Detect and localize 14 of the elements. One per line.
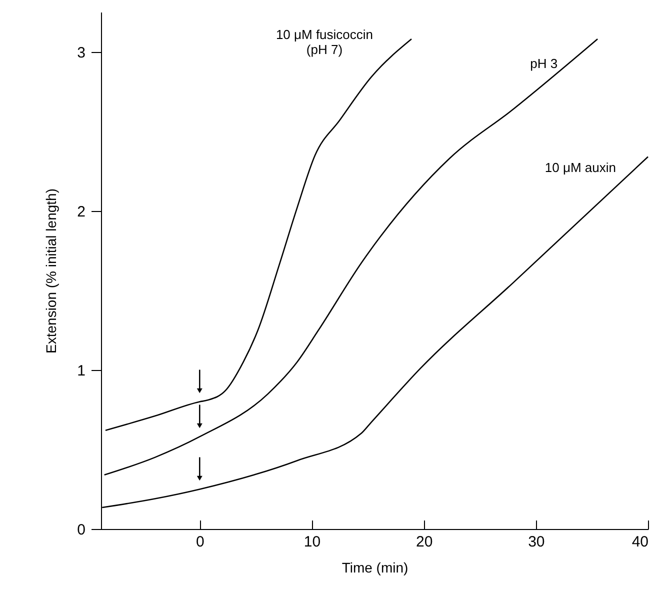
y-tick-label: 1 [77, 362, 86, 380]
y-tick-label: 0 [77, 522, 86, 538]
x-tick-label: 10 [304, 534, 321, 550]
y-tick-label: 3 [77, 44, 86, 62]
series-label: 10 μM auxin [544, 160, 616, 175]
series-label: pH 3 [530, 56, 558, 72]
y-axis-title: Extension (% initial length) [43, 188, 60, 354]
x-axis-title: Time (min) [342, 560, 408, 576]
y-tick-label: 2 [77, 203, 86, 220]
x-tick-label: 0 [196, 534, 204, 550]
x-tick-label: 20 [416, 534, 433, 550]
x-tick-label: 30 [528, 534, 545, 550]
series-label: 10 μM fusicoccin (pH 7) [276, 27, 374, 58]
x-tick-label: 40 [632, 534, 648, 550]
